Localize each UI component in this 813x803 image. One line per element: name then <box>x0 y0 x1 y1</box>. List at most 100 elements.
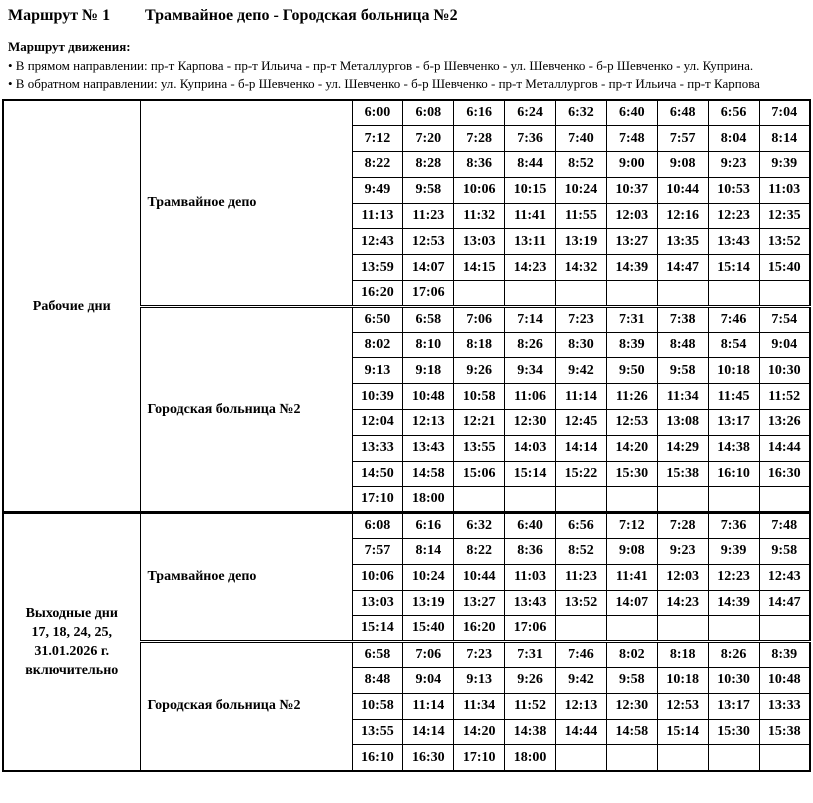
departure-time-cell: 13:55 <box>351 718 404 746</box>
departure-time-cell: 14:07 <box>605 589 658 617</box>
departure-time-cell: 11:52 <box>758 383 811 411</box>
departure-time-cell: 9:13 <box>351 357 404 385</box>
stop-name-cell: Трамвайное депо <box>139 511 353 643</box>
departure-time-cell: 8:18 <box>656 640 709 669</box>
departure-time-cell: 12:53 <box>402 228 455 256</box>
departure-time-cell: 6:48 <box>656 99 709 127</box>
departure-time-cell: 9:58 <box>402 176 455 204</box>
departure-time-cell: 14:23 <box>504 254 556 282</box>
departure-time-cell: 13:03 <box>351 589 404 617</box>
departure-time-cell: 10:06 <box>351 563 404 591</box>
empty-time-cell <box>656 280 709 307</box>
timetable-row: 16:20 17:06 <box>3 280 811 307</box>
departure-time-cell: 6:16 <box>453 99 506 127</box>
departure-time-cell: 6:40 <box>504 511 556 540</box>
departure-time-cell: 16:20 <box>453 615 506 643</box>
empty-time-cell <box>453 280 506 307</box>
timetable-row: 10:39 10:48 10:58 11:06 11:14 11:26 11:34 11:45… <box>3 383 811 411</box>
departure-time-cell: 14:58 <box>402 460 455 488</box>
departure-time-cell: 14:44 <box>555 718 607 746</box>
timetable-row: 7:57 8:14 8:22 8:36 8:52 9:08 9:23 9:39 9:58 <box>3 538 811 565</box>
departure-time-cell: 6:00 <box>351 99 404 127</box>
departure-time-cell: 13:52 <box>555 589 607 617</box>
empty-time-cell <box>707 280 760 307</box>
departure-time-cell: 10:06 <box>453 176 506 204</box>
departure-time-cell: 14:47 <box>656 254 709 282</box>
departure-time-cell: 6:32 <box>555 99 607 127</box>
departure-time-cell: 8:18 <box>453 331 506 359</box>
departure-time-cell: 11:52 <box>504 692 556 720</box>
departure-time-cell: 8:30 <box>555 331 607 359</box>
departure-time-cell: 13:19 <box>555 228 607 256</box>
departure-time-cell: 15:30 <box>707 718 760 746</box>
schedule-table: Рабочие дни Трамвайное депо 6:00 6:08 6:16 6:… <box>2 99 811 772</box>
departure-time-cell: 9:26 <box>453 357 506 385</box>
departure-time-cell: 7:57 <box>656 125 709 153</box>
empty-time-cell <box>707 615 760 643</box>
departure-time-cell: 10:39 <box>351 383 404 411</box>
departure-time-cell: 7:06 <box>402 640 455 669</box>
departure-time-cell: 7:48 <box>758 511 811 540</box>
departure-time-cell: 12:43 <box>351 228 404 256</box>
departure-time-cell: 15:06 <box>453 460 506 488</box>
departure-time-cell: 16:10 <box>707 460 760 488</box>
departure-time-cell: 18:00 <box>402 486 455 514</box>
departure-time-cell: 8:44 <box>504 151 556 178</box>
empty-time-cell <box>707 486 760 514</box>
departure-time-cell: 7:28 <box>656 511 709 540</box>
empty-time-cell <box>758 486 811 514</box>
departure-time-cell: 12:03 <box>605 202 658 230</box>
departure-time-cell: 15:30 <box>605 460 658 488</box>
empty-time-cell <box>656 744 709 772</box>
departure-time-cell: 9:58 <box>605 667 658 694</box>
departure-time-cell: 7:20 <box>402 125 455 153</box>
departure-time-cell: 6:56 <box>555 511 607 540</box>
departure-time-cell: 11:41 <box>504 202 556 230</box>
departure-time-cell: 13:03 <box>453 228 506 256</box>
departure-time-cell: 8:54 <box>707 331 760 359</box>
day-type-label-line: 31.01.2026 г. <box>34 643 110 659</box>
timetable-row: 9:49 9:58 10:06 10:15 10:24 10:37 10:44 10:53 11… <box>3 176 811 204</box>
timetable-row: 13:33 13:43 13:55 14:03 14:14 14:20 14:29 14:38… <box>3 434 811 462</box>
departure-time-cell: 9:23 <box>707 151 760 178</box>
day-type-label-line: включительно <box>25 662 119 678</box>
departure-time-cell: 11:41 <box>605 563 658 591</box>
departure-time-cell: 14:15 <box>453 254 506 282</box>
departure-time-cell: 7:06 <box>453 304 506 333</box>
timetable-row: 10:06 10:24 10:44 11:03 11:23 11:41 12:03 12:23… <box>3 563 811 591</box>
departure-time-cell: 8:48 <box>656 331 709 359</box>
departure-time-cell: 6:24 <box>504 99 556 127</box>
departure-time-cell: 13:43 <box>707 228 760 256</box>
departure-time-cell: 9:00 <box>605 151 658 178</box>
departure-time-cell: 11:26 <box>605 383 658 411</box>
departure-time-cell: 9:49 <box>351 176 404 204</box>
title-row: Маршрут № 1 Трамвайное депо - Городская … <box>8 7 803 25</box>
departure-time-cell: 8:52 <box>555 151 607 178</box>
timetable-row: Городская больница №2 6:50 6:58 7:06 7:14 7:2… <box>3 304 811 514</box>
departure-time-cell: 14:32 <box>555 254 607 282</box>
departure-time-cell: 10:53 <box>707 176 760 204</box>
stop-name-cell: Трамвайное депо <box>139 99 353 307</box>
empty-time-cell <box>758 744 811 772</box>
departure-time-cell: 8:04 <box>707 125 760 153</box>
departure-time-cell: 14:39 <box>707 589 760 617</box>
departure-time-cell: 11:23 <box>555 563 607 591</box>
departure-time-cell: 6:50 <box>351 304 404 333</box>
route-direction-backward: • В обратном направлении: ул. Куприна - … <box>8 76 760 91</box>
departure-time-cell: 11:03 <box>504 563 556 591</box>
empty-time-cell <box>605 615 658 643</box>
timetable-row: Рабочие дни Трамвайное депо 6:00 6:08 6:16 6:… <box>2 99 811 514</box>
departure-time-cell: 9:13 <box>453 667 506 694</box>
departure-time-cell: 16:30 <box>402 744 455 772</box>
departure-time-cell: 10:48 <box>402 383 455 411</box>
departure-time-cell: 9:04 <box>402 667 455 694</box>
departure-time-cell: 13:17 <box>707 409 760 436</box>
departure-time-cell: 15:22 <box>555 460 607 488</box>
timetable-row: 10:58 11:14 11:34 11:52 12:13 12:30 12:53 13:17… <box>3 692 811 720</box>
departure-time-cell: 12:30 <box>605 692 658 720</box>
departure-time-cell: 14:47 <box>758 589 811 617</box>
departure-time-cell: 13:43 <box>402 434 455 462</box>
departure-time-cell: 7:40 <box>555 125 607 153</box>
departure-time-cell: 13:55 <box>453 434 506 462</box>
timetable-row: Городская больница №2 6:58 7:06 7:23 7:31 7:4… <box>3 640 811 772</box>
